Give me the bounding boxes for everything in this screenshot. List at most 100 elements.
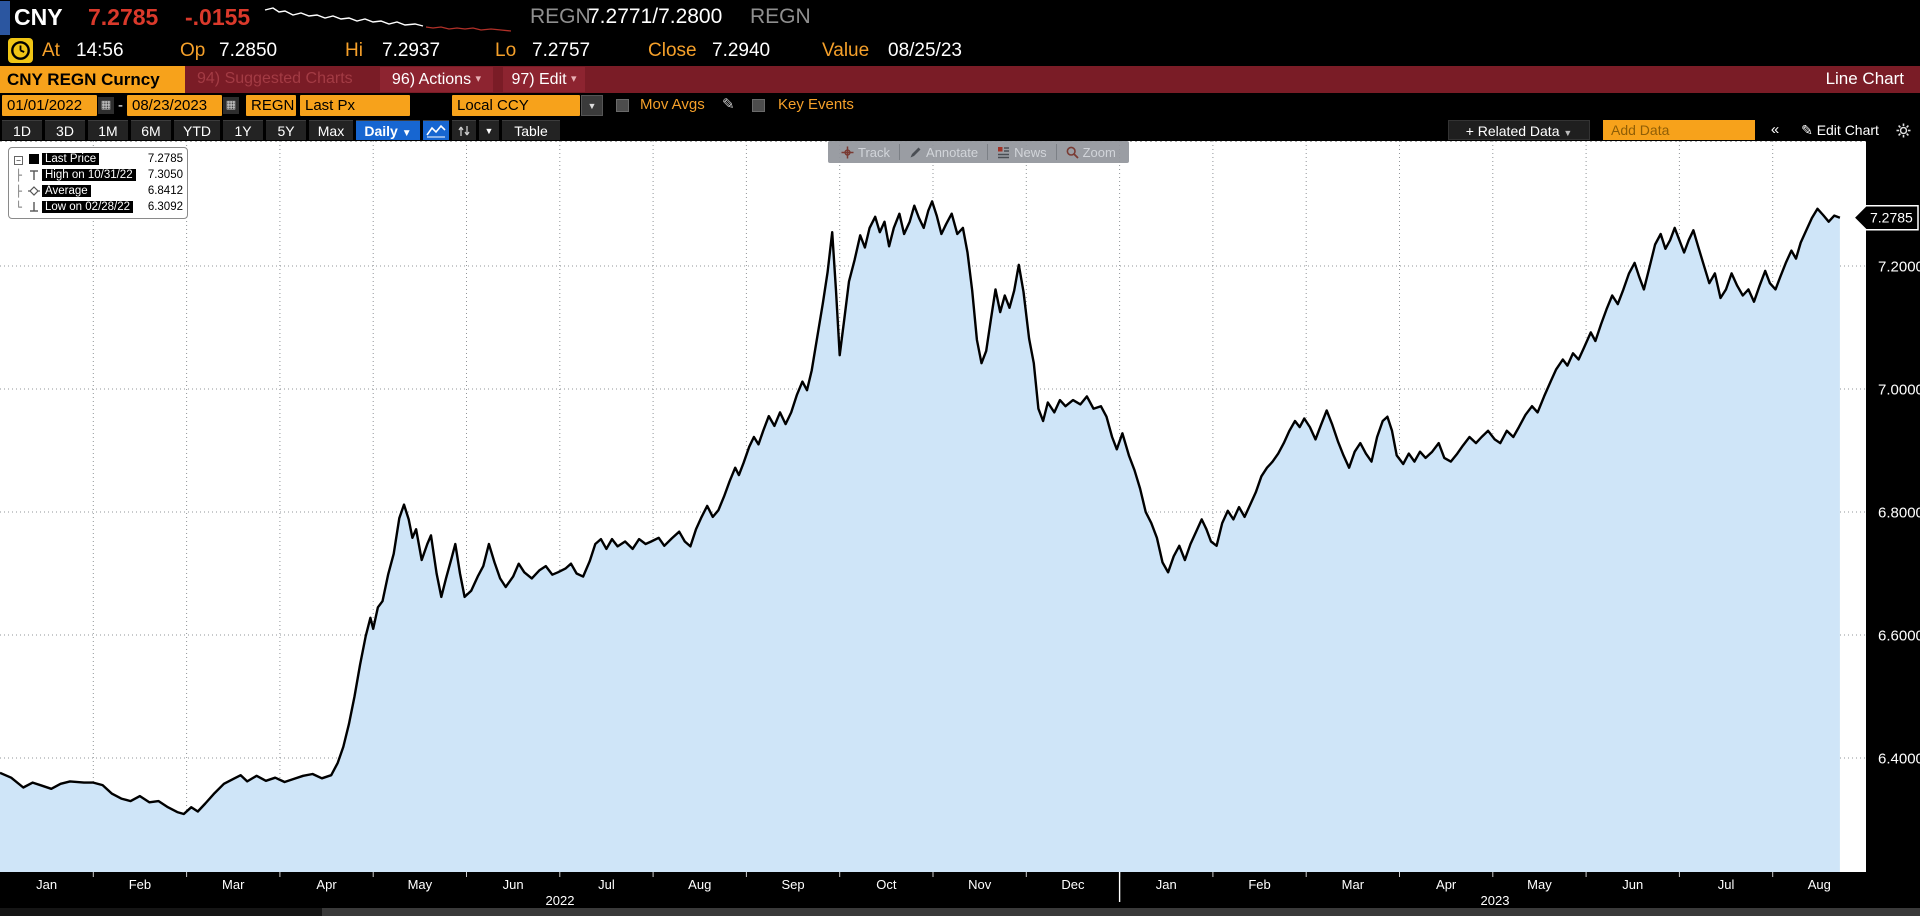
range-tab-ytd[interactable]: YTD [174, 120, 220, 140]
x-axis-month-label: Jan [1156, 877, 1177, 892]
bid-source-label: REGN [530, 5, 591, 28]
range-tab-6m[interactable]: 6M [131, 120, 171, 140]
x-axis-month-label: Feb [1248, 877, 1270, 892]
legend-row-average[interactable]: ├ Average 6.8412 [15, 184, 183, 198]
ask-source-label: REGN [750, 5, 811, 28]
legend-label: High on 10/31/22 [42, 169, 136, 181]
x-axis-month-label: Dec [1061, 877, 1085, 892]
x-axis-month-label: Sep [781, 877, 804, 892]
legend-value: 7.2785 [147, 153, 183, 165]
command-bar: CNY REGN Curncy 94) Suggested Charts 96)… [0, 66, 1920, 93]
x-axis-month-label: Jun [1622, 877, 1643, 892]
price-chart[interactable]: Jan Feb Mar Apr May Jun Jul Aug Sep Oct Nov Dec Jan F… [0, 141, 1920, 916]
pencil-icon[interactable]: ✎ [722, 96, 735, 113]
filter-bar: 01/01/2022 ▦ - 08/23/2023 ▦ REGN Last Px… [0, 93, 1920, 119]
collapse-panel-button[interactable]: « [1770, 121, 1780, 138]
window-bottom-strip-left [0, 908, 322, 916]
mov-avgs-label[interactable]: Mov Avgs [640, 96, 705, 113]
x-axis-month-label: Aug [1808, 877, 1831, 892]
gear-icon [1896, 123, 1910, 138]
low-label: Lo [495, 40, 517, 61]
value-date: 08/25/23 [888, 40, 962, 61]
stats-bar: At 14:56 Op 7.2850 Hi 7.2937 Lo 7.2757 C… [0, 37, 1920, 66]
calendar-icon[interactable]: ▦ [98, 97, 114, 114]
mov-avgs-checkbox[interactable] [616, 99, 629, 112]
up-down-arrows-icon [458, 125, 470, 136]
legend-expander-icon[interactable]: − [14, 155, 23, 165]
y-axis-label: 6.4000 [1878, 751, 1920, 768]
field-selector[interactable]: Last Px [300, 95, 410, 116]
actions-menu-button[interactable]: 96) Actions ▾ [380, 67, 493, 92]
x-axis-month-label: Mar [222, 877, 245, 892]
pencil-icon: ✎ [1801, 122, 1813, 138]
key-events-checkbox[interactable] [752, 99, 765, 112]
intraday-sparkline [264, 7, 512, 32]
chart-legend[interactable]: − Last Price 7.2785 ├ High on 10/31/22 7… [8, 147, 188, 219]
at-label: At [42, 40, 60, 61]
track-button[interactable]: Track [832, 144, 899, 160]
chart-overlay-toolbar[interactable]: Track Annotate News Zoom [828, 141, 1129, 163]
legend-label: Low on 02/28/22 [42, 201, 134, 213]
legend-row-last-price[interactable]: − Last Price 7.2785 [12, 151, 183, 167]
pricing-source-input[interactable]: REGN [246, 95, 296, 116]
legend-value: 7.3050 [147, 169, 183, 181]
settings-gear-button[interactable] [1892, 120, 1914, 140]
x-axis-month-label: Jun [503, 877, 524, 892]
sort-axis-button[interactable] [452, 120, 476, 140]
ticker-bar: CNY 7.2785 -.0155 REGN 7.2771/7.2800 REG… [0, 0, 1920, 37]
average-marker-icon [25, 185, 42, 197]
x-axis-year-label: 2022 [546, 893, 575, 908]
news-button[interactable]: News [987, 144, 1056, 160]
legend-value: 6.8412 [147, 185, 183, 197]
legend-row-low[interactable]: └ Low on 02/28/22 6.3092 [15, 200, 183, 214]
chart-options-dropdown[interactable]: ▼ [479, 120, 499, 140]
edit-chart-button[interactable]: ✎ Edit Chart [1801, 122, 1879, 138]
key-events-label[interactable]: Key Events [778, 96, 854, 113]
value-date-label: Value [822, 40, 870, 61]
date-range-dash: - [118, 97, 123, 114]
crosshair-icon [841, 146, 854, 158]
zoom-button[interactable]: Zoom [1055, 144, 1125, 160]
add-data-input[interactable]: Add Data [1603, 120, 1755, 140]
range-tab-1m[interactable]: 1M [88, 120, 128, 140]
view-mode-label: Line Chart [1825, 69, 1904, 88]
period-selector[interactable]: Daily ▼ [356, 120, 420, 140]
x-axis-month-label: Apr [316, 877, 337, 892]
y-axis-label: 7.2000 [1878, 259, 1920, 276]
x-axis-month-label: Feb [129, 877, 151, 892]
range-tab-1y[interactable]: 1Y [223, 120, 263, 140]
x-axis-month-label: May [1527, 877, 1552, 892]
range-tab-max[interactable]: Max [309, 120, 353, 140]
range-tab-5y[interactable]: 5Y [266, 120, 306, 140]
security-field[interactable]: CNY REGN Curncy [0, 66, 185, 93]
x-axis-month-label: Apr [1436, 877, 1457, 892]
ticker-symbol: CNY [14, 4, 63, 30]
range-tab-3d[interactable]: 3D [45, 120, 85, 140]
price-area-fill [0, 201, 1840, 872]
last-price-swatch-icon [25, 153, 42, 165]
annotate-button[interactable]: Annotate [899, 144, 987, 160]
last-price-badge-text: 7.2785 [1870, 210, 1913, 226]
suggested-charts-button[interactable]: 94) Suggested Charts [197, 70, 353, 87]
y-axis-label: 6.6000 [1878, 628, 1920, 645]
x-axis-month-label: Jan [36, 877, 57, 892]
related-data-button[interactable]: + Related Data ▼ [1448, 120, 1590, 140]
x-axis-strip [0, 872, 1920, 908]
window-bottom-strip [0, 908, 1920, 916]
magnifier-icon [1066, 146, 1079, 159]
table-view-button[interactable]: Table [502, 120, 560, 140]
currency-selector[interactable]: Local CCY [452, 95, 580, 116]
chart-area[interactable]: Jan Feb Mar Apr May Jun Jul Aug Sep Oct Nov Dec Jan F… [0, 141, 1920, 916]
legend-row-high[interactable]: ├ High on 10/31/22 7.3050 [15, 168, 183, 182]
x-axis-month-label: May [408, 877, 433, 892]
bid-ask-quote: 7.2771/7.2800 [588, 5, 723, 28]
edit-menu-button[interactable]: 97) Edit ▾ [503, 67, 585, 92]
x-axis-month-label: Aug [688, 877, 711, 892]
currency-dropdown-arrow[interactable]: ▼ [581, 95, 603, 116]
calendar-icon[interactable]: ▦ [223, 97, 239, 114]
date-to-input[interactable]: 08/23/2023 [127, 95, 222, 116]
date-from-input[interactable]: 01/01/2022 [2, 95, 97, 116]
at-time: 14:56 [76, 40, 124, 61]
range-tab-1d[interactable]: 1D [2, 120, 42, 140]
line-chart-type-button[interactable] [423, 120, 449, 140]
